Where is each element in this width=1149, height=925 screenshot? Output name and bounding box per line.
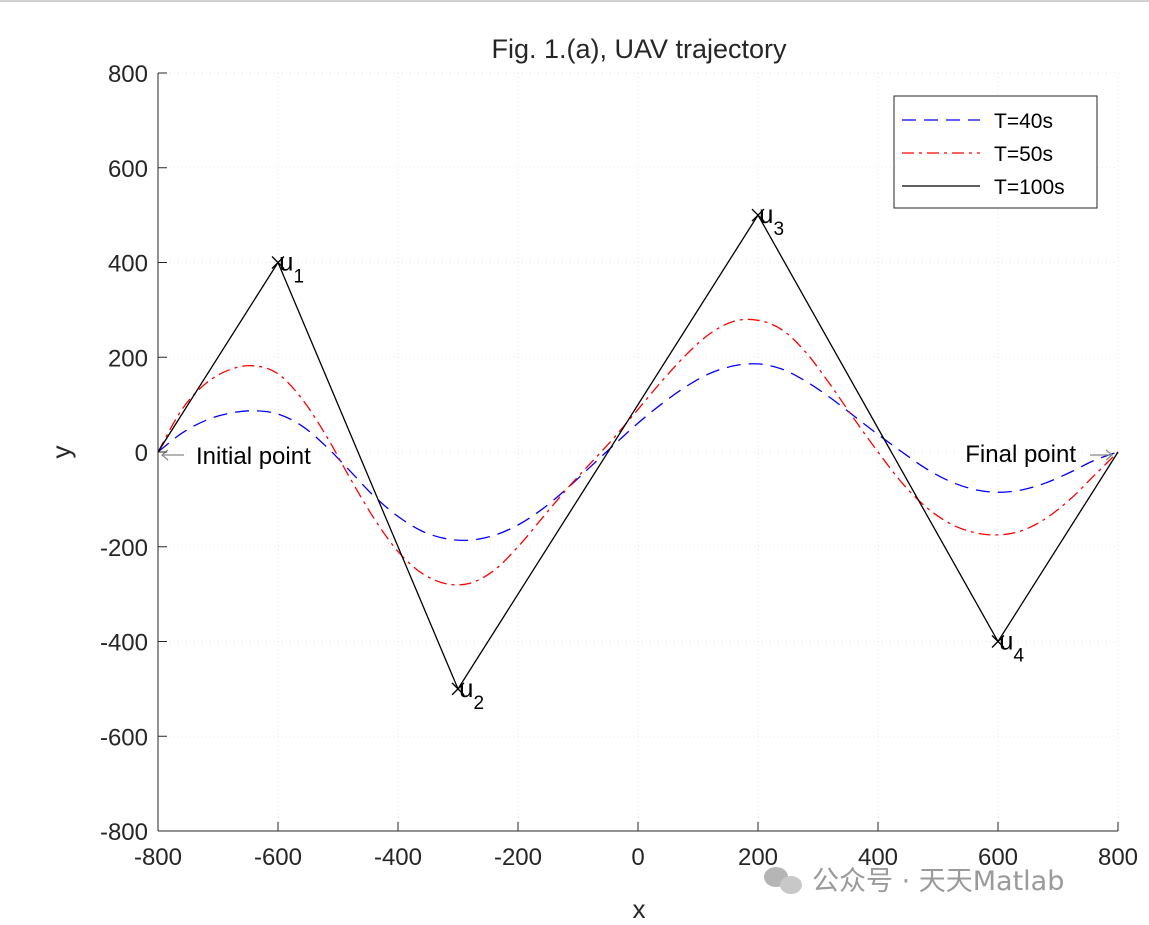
x-tick-label: -200 bbox=[494, 844, 542, 871]
x-tick-labels: -800 -600 -400 -200 0 200 400 600 800 bbox=[134, 844, 1138, 871]
x-tick-label: 0 bbox=[631, 844, 644, 871]
y-tick-label: 400 bbox=[108, 251, 148, 278]
x-tick-label: -800 bbox=[134, 844, 182, 871]
series-line-2 bbox=[157, 318, 1119, 586]
waypoint-marker bbox=[991, 635, 1005, 648]
waypoint-label: u4 bbox=[999, 626, 1024, 667]
y-tick-labels: 800 600 400 200 0 -200 -400 -600 -800 bbox=[100, 61, 148, 846]
annotation-initial-point: Initial point bbox=[196, 443, 311, 470]
y-axis-label: y bbox=[46, 446, 76, 459]
waypoint-marker bbox=[751, 208, 765, 222]
series-line-1 bbox=[157, 363, 1119, 541]
x-axis-label: x bbox=[633, 894, 646, 924]
waypoint-marker bbox=[451, 682, 465, 696]
annotation-final-point: Final point bbox=[965, 441, 1076, 468]
y-tick-label: -400 bbox=[100, 630, 148, 657]
legend-label: T=100s bbox=[994, 176, 1065, 199]
watermark-text: 公众号 · 天天Matlab bbox=[812, 866, 1064, 897]
waypoint-label: u3 bbox=[759, 199, 784, 240]
waypoint-layer: u1 u2 u3 u4 bbox=[271, 199, 1024, 714]
x-tick-label: 800 bbox=[1098, 844, 1138, 871]
y-tick-label: 800 bbox=[108, 61, 148, 88]
x-tick-label: 600 bbox=[978, 844, 1018, 871]
y-tick-label: 600 bbox=[108, 156, 148, 183]
x-tick-label: 400 bbox=[858, 844, 898, 871]
legend-label: T=50s bbox=[994, 143, 1053, 166]
series-layer bbox=[157, 213, 1119, 691]
legend-box bbox=[893, 95, 1098, 209]
legend-label: T=40s bbox=[994, 110, 1053, 133]
y-tick-label: -200 bbox=[100, 535, 148, 562]
chart-title: Fig. 1.(a), UAV trajectory bbox=[491, 34, 787, 64]
x-tick-label: -400 bbox=[374, 844, 422, 871]
legend: T=40s T=50s T=100s bbox=[893, 95, 1098, 209]
annotation-layer: Initial point Final point bbox=[161, 441, 1113, 470]
wechat-icon bbox=[764, 867, 802, 894]
waypoint-label: u1 bbox=[279, 247, 304, 288]
y-tick-label: 200 bbox=[108, 345, 148, 372]
watermark: 公众号 · 天天Matlab bbox=[764, 866, 1064, 897]
arrow-head-icon bbox=[1105, 449, 1113, 461]
y-tick-label: 0 bbox=[135, 440, 148, 467]
x-tick-label: -600 bbox=[254, 844, 302, 871]
axes bbox=[157, 72, 1119, 832]
y-tick-label: -600 bbox=[100, 724, 148, 751]
y-tick-label: -800 bbox=[100, 819, 148, 846]
x-tick-label: 200 bbox=[738, 844, 778, 871]
waypoint-label: u2 bbox=[459, 673, 484, 714]
waypoint-marker bbox=[271, 256, 285, 269]
series-line-3 bbox=[157, 213, 1119, 691]
